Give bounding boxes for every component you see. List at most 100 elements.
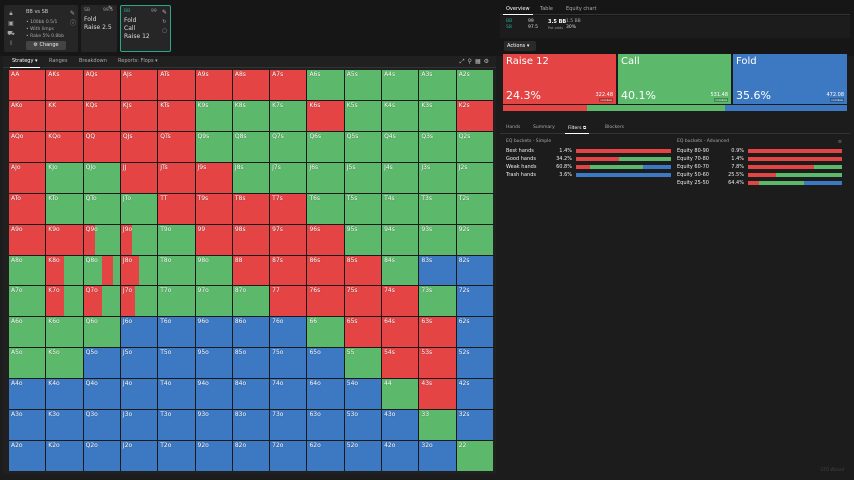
card-action[interactable]: Raise 2.5 [84,24,112,31]
hand-cell[interactable]: J3s [419,162,456,193]
info-icon[interactable]: ⓘ [69,20,76,27]
hand-cell[interactable]: 54o [344,379,382,410]
card-action[interactable]: Call [124,25,136,32]
hand-cell[interactable]: AJo [9,162,46,193]
hand-cell[interactable]: T3o [158,410,195,441]
hand-cell[interactable]: Q7o [83,286,120,317]
tab-summary[interactable]: Summary [533,125,555,130]
hand-cell[interactable]: K9o [46,224,83,255]
hand-cell[interactable]: Q4o [83,379,120,410]
hand-cell[interactable]: J6o [120,317,158,348]
hand-cell[interactable]: J6s [307,162,344,193]
hand-cell[interactable]: 96s [307,224,344,255]
hand-cell[interactable]: T6s [307,193,344,224]
hand-cell[interactable]: 95o [195,348,232,379]
edit-icon[interactable]: ✎ [161,9,167,16]
card-action[interactable]: Raise 12 [124,33,150,40]
refresh-icon[interactable]: ↻ [162,19,167,25]
hand-cell[interactable]: 75o [270,348,307,379]
hand-cell[interactable]: JJ [120,162,158,193]
hand-cell[interactable]: 94o [195,379,232,410]
hand-cell[interactable]: 74o [270,379,307,410]
hand-cell[interactable]: A9s [195,70,232,100]
action-call[interactable]: Call 40.1% 531.48 combos [618,54,731,104]
save-icon[interactable]: ▣ [8,20,14,27]
hand-cell[interactable]: QQ [83,131,120,162]
hand-cell[interactable]: A7o [9,286,46,317]
hand-cell[interactable]: Q4s [382,131,419,162]
hand-cell[interactable]: 84s [382,255,419,286]
hand-cell[interactable]: 93o [195,410,232,441]
bucket-row[interactable]: Good hands 34.2% [506,155,671,163]
hand-cell[interactable]: K2s [456,100,493,131]
hand-cell[interactable]: 42s [456,379,493,410]
hand-cell[interactable]: JTs [158,162,195,193]
hand-cell[interactable]: A3s [419,70,456,100]
card-action[interactable]: Fold [124,17,137,24]
hand-cell[interactable]: K7o [46,286,83,317]
hand-cell[interactable]: AKs [46,70,83,100]
hand-cell[interactable]: Q9o [83,224,120,255]
game-info-card[interactable]: 🔒︎ ▣ ⛟ I BB vs SB • 100bb 0.5/1 • With l… [4,5,78,52]
tab-overview[interactable]: Overview [503,6,533,15]
hand-cell[interactable]: 73o [270,410,307,441]
bucket-row[interactable]: Equity 80-90 0.9% [677,147,842,155]
hand-cell[interactable]: A3o [9,410,46,441]
hand-cell[interactable]: 85o [232,348,270,379]
hand-cell[interactable]: ATo [9,193,46,224]
hand-cell[interactable]: Q2s [456,131,493,162]
hand-cell[interactable]: 92o [195,441,232,471]
hand-cell[interactable]: 76o [270,317,307,348]
hand-cell[interactable]: 95s [344,224,382,255]
hand-cell[interactable]: T8s [232,193,270,224]
hand-cell[interactable]: A5o [9,348,46,379]
hand-cell[interactable]: A7s [270,70,307,100]
hand-cell[interactable]: KQo [46,131,83,162]
hand-cell[interactable]: 82s [456,255,493,286]
hand-cell[interactable]: A9o [9,224,46,255]
hand-cell[interactable]: AKo [9,100,46,131]
tab-table[interactable]: Table [540,6,553,12]
hand-cell[interactable]: A6o [9,317,46,348]
hand-cell[interactable]: 82o [232,441,270,471]
hand-cell[interactable]: T9s [195,193,232,224]
hand-cell[interactable]: T3s [419,193,456,224]
bucket-row[interactable]: Equity 25-50 64.4% [677,179,842,187]
hand-cell[interactable]: T9o [158,224,195,255]
filter-icon[interactable]: ⚲ [467,58,475,65]
equals-icon[interactable]: ≡ [837,139,842,145]
hand-cell[interactable]: ATs [158,70,195,100]
change-button[interactable]: ⚙ Change [26,41,66,50]
hand-cell[interactable]: TT [158,193,195,224]
hand-cell[interactable]: T2o [158,441,195,471]
bucket-row[interactable]: Equity 50-60 25.5% [677,171,842,179]
hand-cell[interactable]: Q7s [270,131,307,162]
hand-cell[interactable]: 76s [307,286,344,317]
hand-cell[interactable]: K3s [419,100,456,131]
hand-cell[interactable]: 88 [232,255,270,286]
hand-cell[interactable]: AA [9,70,46,100]
hand-cell[interactable]: A4o [9,379,46,410]
hand-cell[interactable]: 98o [195,255,232,286]
car-icon[interactable]: ⛟ [7,30,15,37]
hand-cell[interactable]: 64o [307,379,344,410]
hand-cell[interactable]: 97s [270,224,307,255]
edit-icon[interactable]: ✎ [69,10,76,17]
tab-ranges[interactable]: Ranges [49,58,67,64]
hand-cell[interactable]: K4s [382,100,419,131]
bucket-row[interactable]: Equity 60-70 7.8% [677,163,842,171]
hand-cell[interactable]: Q5s [344,131,382,162]
hand-cell[interactable]: T6o [158,317,195,348]
hand-cell[interactable]: 75s [344,286,382,317]
hand-cell[interactable]: AQs [83,70,120,100]
action-card-sb[interactable]: SB 99.5 Fold Raise 2.5 [81,5,117,52]
hand-cell[interactable]: 43o [382,410,419,441]
hand-cell[interactable]: 52s [456,348,493,379]
action-raise[interactable]: Raise 12 24.3% 322.48 combos [503,54,616,104]
hand-cell[interactable]: 83o [232,410,270,441]
tab-breakdown[interactable]: Breakdown [79,58,107,64]
tab-blockers[interactable]: Blockers [605,125,624,130]
hand-cell[interactable]: KQs [83,100,120,131]
hand-cell[interactable]: 62s [456,317,493,348]
hand-cell[interactable]: J8s [232,162,270,193]
